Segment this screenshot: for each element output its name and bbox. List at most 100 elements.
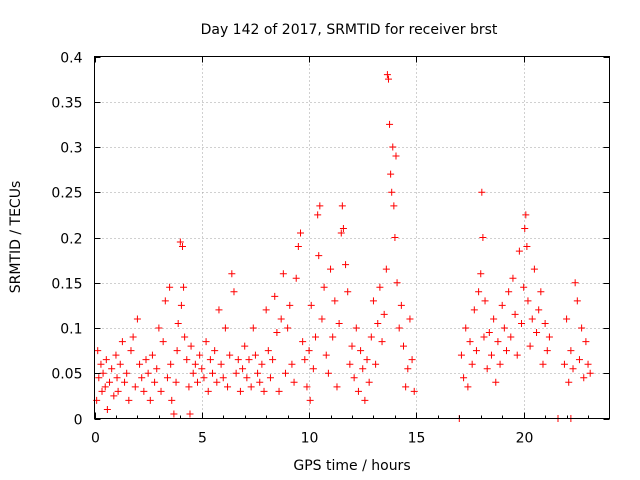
data-point <box>408 356 416 364</box>
data-point <box>337 229 345 237</box>
data-point <box>333 383 341 391</box>
data-point <box>348 342 356 350</box>
data-point <box>264 347 272 355</box>
data-point <box>537 288 545 296</box>
data-point <box>155 324 163 332</box>
data-point <box>404 365 412 373</box>
x-tick-labels: 0 5 10 15 20 <box>91 431 533 447</box>
data-point <box>338 202 346 210</box>
data-point <box>299 338 307 346</box>
data-point <box>273 329 281 337</box>
grid-lines <box>94 56 610 419</box>
data-point <box>99 369 107 377</box>
data-point <box>196 351 204 359</box>
data-point <box>526 342 534 350</box>
data-point <box>215 306 223 314</box>
y-tick-label: 0.2 <box>60 232 82 248</box>
data-point <box>178 243 186 251</box>
data-point <box>524 297 532 305</box>
data-point <box>578 324 586 332</box>
data-point <box>112 351 120 359</box>
data-point <box>309 365 317 373</box>
data-point <box>393 279 401 287</box>
data-point <box>173 347 181 355</box>
data-point <box>350 374 358 382</box>
data-point <box>575 356 583 364</box>
data-point <box>477 270 485 278</box>
data-point <box>374 319 382 327</box>
data-point <box>354 387 362 395</box>
data-point <box>161 297 169 305</box>
data-point <box>249 324 257 332</box>
data-point <box>277 315 285 323</box>
data-point <box>144 369 152 377</box>
data-point <box>183 356 191 364</box>
data-point <box>563 315 571 323</box>
data-point <box>541 319 549 327</box>
data-point <box>315 252 323 260</box>
data-point <box>573 297 581 305</box>
data-point <box>258 360 266 368</box>
data-point <box>528 315 536 323</box>
data-point <box>176 238 184 246</box>
data-point <box>361 396 369 404</box>
data-point <box>521 224 529 232</box>
data-point <box>123 369 131 377</box>
data-point <box>389 143 397 151</box>
data-point <box>500 324 508 332</box>
data-point <box>194 378 201 386</box>
data-point <box>511 310 519 318</box>
data-point <box>177 301 185 309</box>
data-point <box>479 234 487 241</box>
data-point <box>163 374 171 382</box>
data-point <box>189 369 197 377</box>
data-point <box>245 356 253 364</box>
data-point <box>378 338 386 346</box>
data-point <box>101 383 109 391</box>
data-point <box>127 347 135 355</box>
data-point <box>114 387 122 395</box>
data-point <box>247 383 255 391</box>
data-point <box>191 360 199 368</box>
data-point <box>344 288 352 296</box>
data-point <box>131 383 139 391</box>
data-point <box>213 378 221 386</box>
data-point <box>262 306 270 314</box>
data-point <box>472 347 480 355</box>
data-point <box>397 301 405 309</box>
data-point <box>571 279 579 287</box>
data-point <box>490 315 498 323</box>
data-point <box>406 315 414 323</box>
data-point <box>241 342 249 350</box>
data-point <box>172 378 180 386</box>
data-point <box>468 360 476 368</box>
data-point <box>146 396 154 404</box>
data-point <box>226 351 234 359</box>
data-point <box>209 369 217 377</box>
data-point <box>582 338 590 346</box>
data-point <box>543 347 551 355</box>
data-point <box>339 224 347 232</box>
data-point <box>470 306 478 314</box>
data-point <box>243 374 251 382</box>
data-point <box>224 383 232 391</box>
data-point <box>166 283 174 291</box>
data-point <box>133 315 141 323</box>
data-point <box>327 265 335 273</box>
chart-title: Day 142 of 2017, SRMTID for receiver brs… <box>201 22 498 38</box>
data-point <box>288 360 296 368</box>
data-point <box>106 378 114 386</box>
data-point <box>320 283 328 291</box>
data-point <box>365 378 373 386</box>
data-point <box>386 120 394 128</box>
data-point <box>98 387 106 395</box>
x-axis-label: GPS time / hours <box>293 458 410 474</box>
data-point <box>316 202 324 210</box>
data-point <box>462 324 470 332</box>
data-point <box>494 338 502 346</box>
y-tick-label: 0.35 <box>51 96 82 112</box>
data-point <box>217 360 225 368</box>
data-point <box>256 378 264 386</box>
data-point <box>402 383 410 391</box>
data-point <box>369 297 377 305</box>
